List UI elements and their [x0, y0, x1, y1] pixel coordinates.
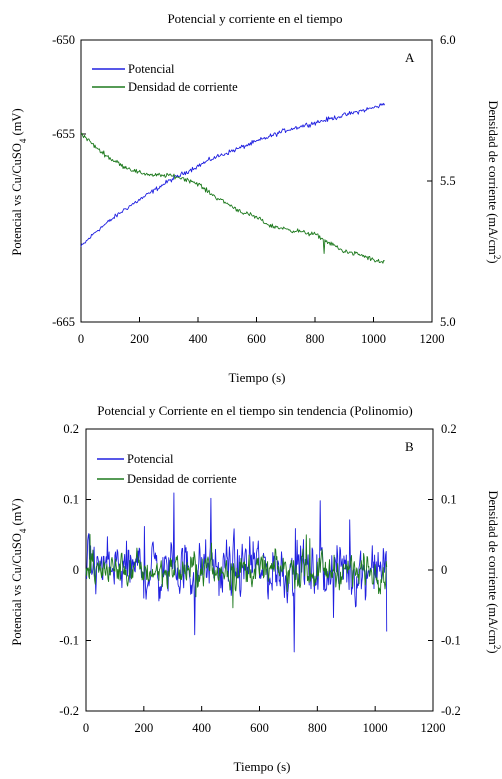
x-axis-label: Tiempo (s): [234, 759, 291, 774]
y-left-tick-label: -655: [52, 127, 75, 141]
y-left-tick-label: 0: [73, 563, 79, 577]
chart-title: Potencial y corriente en el tiempo: [167, 11, 342, 26]
series-line-densidad-de-corriente: [80, 132, 385, 264]
y-right-tick-label: 5.5: [440, 174, 456, 188]
x-axis-label: Tiempo (s): [229, 370, 286, 385]
series-line-potencial: [80, 102, 386, 247]
x-tick-label: 0: [83, 721, 89, 735]
x-tick-label: 1000: [361, 332, 386, 346]
y-right-tick-label: -0.2: [441, 704, 461, 718]
x-tick-label: 1200: [421, 721, 446, 735]
y-axis-left-label: Potencial vs Cu/CuSO4 (mV): [10, 498, 28, 645]
y-axis-left-label: Potencial vs Cu/CuSO4 (mV): [10, 108, 28, 255]
y-left-tick-label: 0.1: [63, 493, 79, 507]
y-right-tick-label: 0.1: [441, 493, 457, 507]
chart-title: Potencial y Corriente en el tiempo sin t…: [97, 403, 413, 418]
y-right-tick-label: 0.2: [441, 422, 457, 436]
y-left-tick-label: -665: [52, 315, 75, 329]
y-left-tick-label: 0.2: [63, 422, 79, 436]
x-tick-label: 1000: [363, 721, 388, 735]
y-right-tick-label: 0: [441, 563, 447, 577]
y-axis-left: Potencial vs Cu/CuSO4 (mV): [10, 108, 28, 255]
x-tick-label: 0: [78, 332, 84, 346]
y-axis-right-label: Densidad de corriente (mA/cm2): [486, 100, 502, 263]
y-right-tick-label: -0.1: [441, 634, 461, 648]
panel-letter: B: [405, 439, 414, 454]
panel-letter: A: [405, 50, 415, 65]
y-axis-left: Potencial vs Cu/CuSO4 (mV): [10, 498, 28, 645]
panel-b-chart: Potencial y Corriente en el tiempo sin t…: [10, 403, 502, 774]
x-tick-label: 800: [308, 721, 327, 735]
legend: Potencial Densidad de corriente: [97, 452, 237, 486]
x-tick-label: 200: [134, 721, 153, 735]
legend-label-densidad: Densidad de corriente: [127, 472, 237, 486]
x-tick-label: 600: [247, 332, 266, 346]
y-axis-right: Densidad de corriente (mA/cm2): [486, 490, 502, 653]
legend-label-densidad: Densidad de corriente: [128, 80, 238, 94]
y-left-tick-label: -0.1: [59, 634, 79, 648]
y-right-tick-label: 5.0: [440, 315, 456, 329]
y-axis-right-label: Densidad de corriente (mA/cm2): [486, 490, 502, 653]
legend-label-potencial: Potencial: [127, 452, 174, 466]
series-line-densidad-de-corriente: [85, 534, 388, 609]
y-left-tick-label: -0.2: [59, 704, 79, 718]
x-tick-label: 400: [189, 332, 208, 346]
x-tick-label: 200: [130, 332, 149, 346]
legend: Potencial Densidad de corriente: [92, 62, 238, 94]
x-tick-label: 1200: [420, 332, 445, 346]
x-tick-label: 800: [306, 332, 325, 346]
y-axis-right: Densidad de corriente (mA/cm2): [486, 100, 502, 263]
y-left-tick-label: -650: [52, 33, 75, 47]
x-tick-label: 600: [250, 721, 269, 735]
x-tick-label: 400: [192, 721, 211, 735]
y-right-tick-label: 6.0: [440, 33, 456, 47]
legend-label-potencial: Potencial: [128, 62, 175, 76]
panel-a-chart: Potencial y corriente en el tiempo A Pot…: [10, 11, 502, 385]
